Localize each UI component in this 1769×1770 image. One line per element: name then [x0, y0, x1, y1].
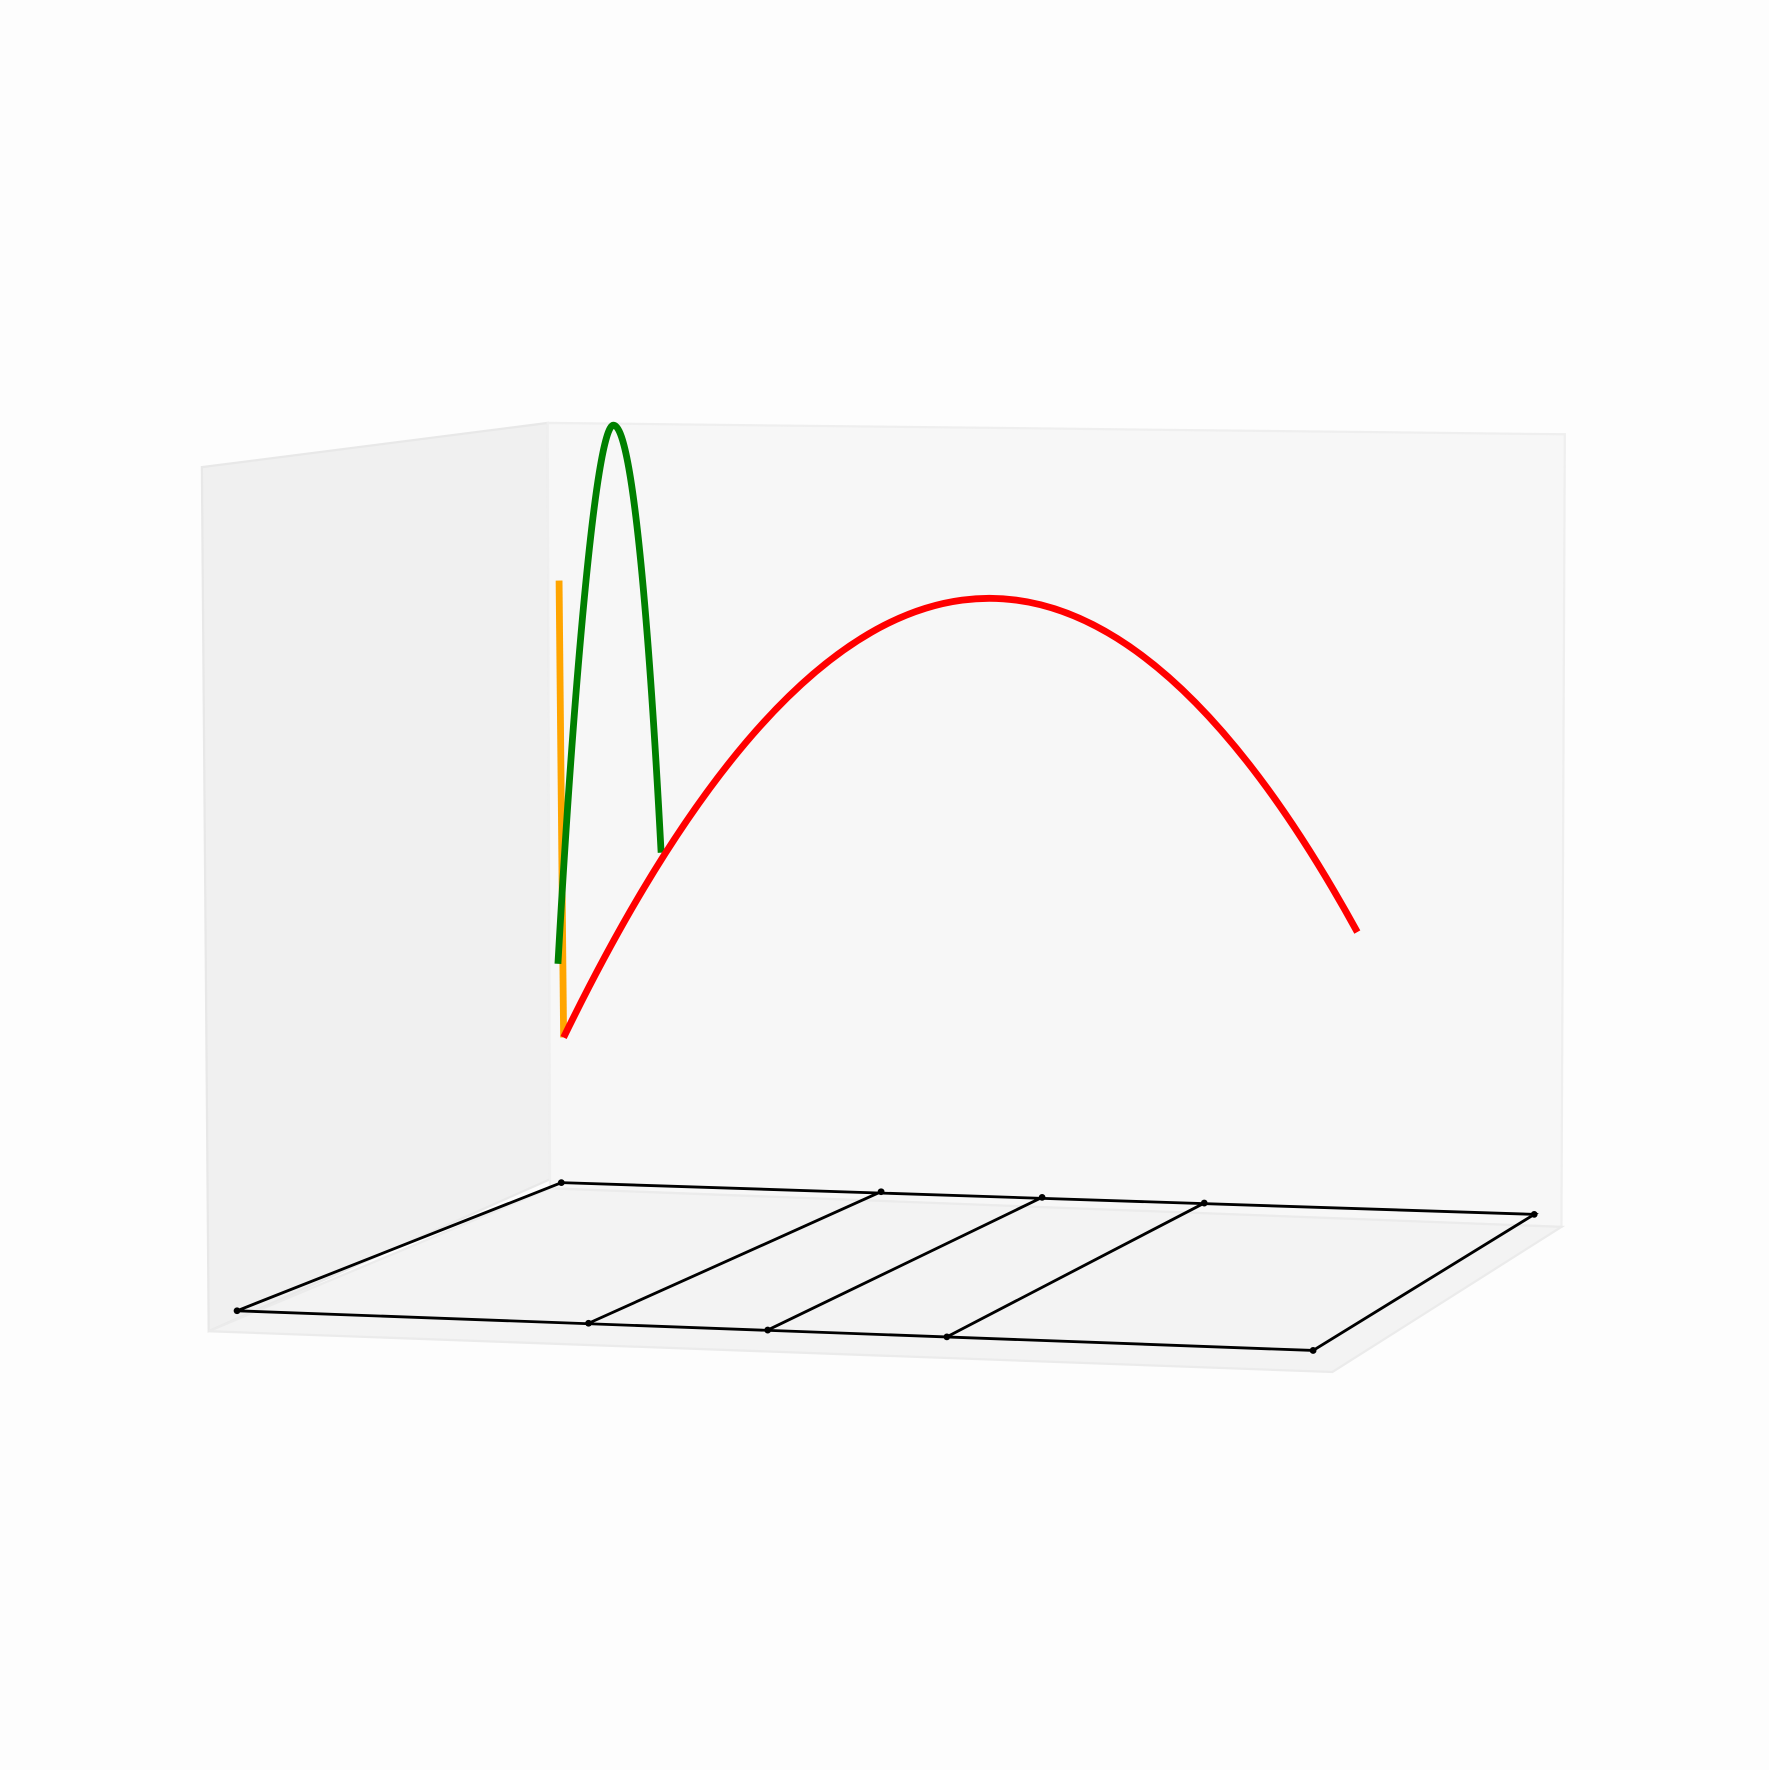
grid-point — [585, 1319, 592, 1327]
grid-point — [1530, 1210, 1538, 1218]
grid-point — [1200, 1199, 1208, 1207]
grid-point — [943, 1333, 951, 1341]
series-line — [560, 595, 1361, 1039]
left-pane — [200, 421, 552, 1333]
grid-point — [877, 1188, 885, 1196]
grid-point — [1309, 1347, 1317, 1354]
grid-points — [233, 1179, 1538, 1354]
back-pane — [546, 421, 1566, 1229]
grid-point — [764, 1326, 772, 1334]
series-line — [555, 580, 568, 1038]
grid-point — [557, 1179, 565, 1187]
grid-line — [946, 1201, 1205, 1339]
series-line — [554, 421, 665, 964]
grid-point — [233, 1307, 241, 1315]
grid-point — [1038, 1193, 1046, 1201]
grid-line — [587, 1190, 882, 1325]
floor-pane — [208, 1187, 1566, 1374]
grid-line — [767, 1196, 1043, 1332]
